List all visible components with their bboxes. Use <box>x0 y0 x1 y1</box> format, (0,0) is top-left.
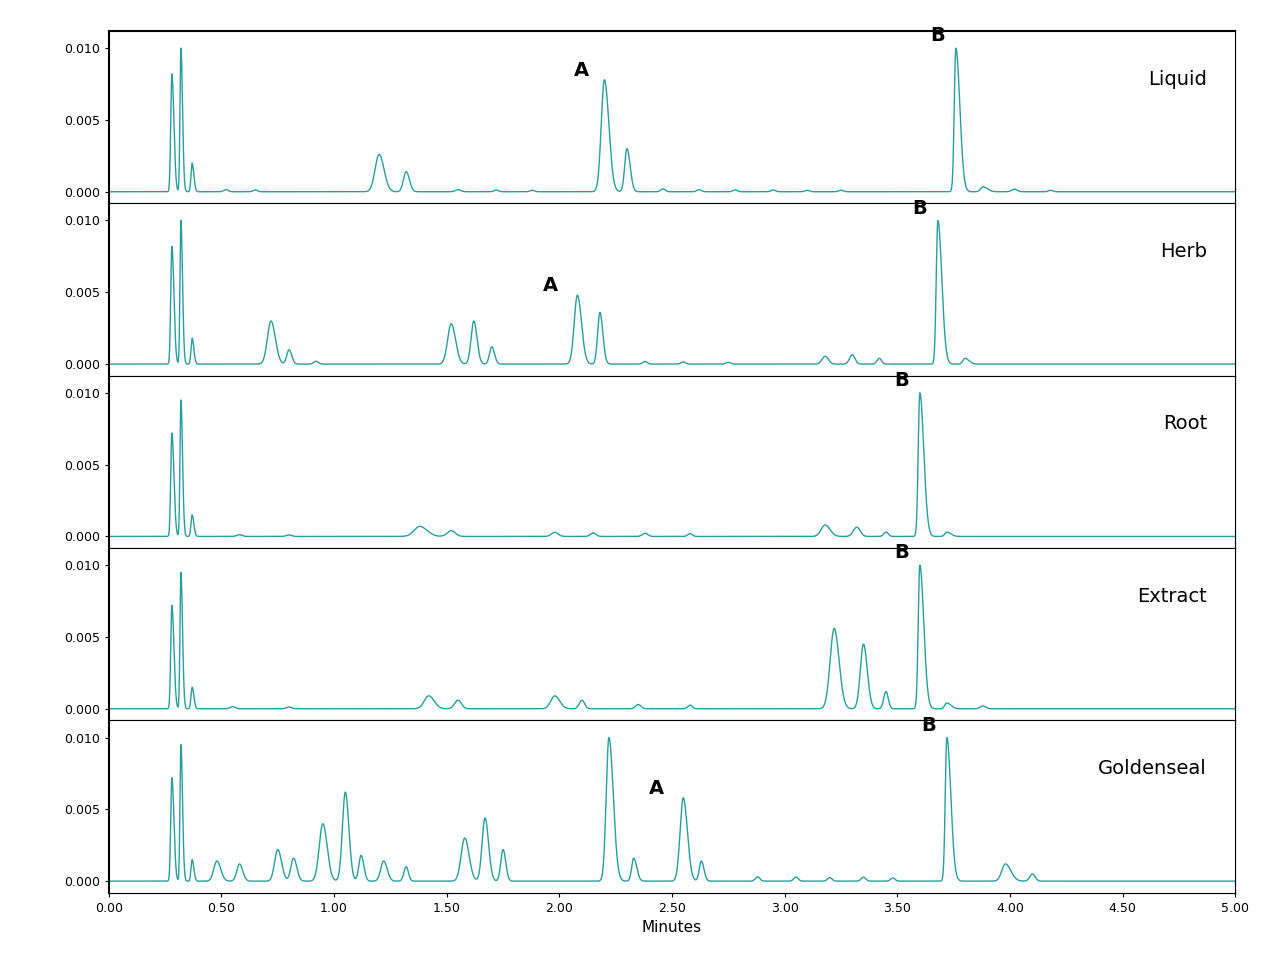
Text: B: B <box>922 716 936 734</box>
Text: B: B <box>931 26 945 45</box>
X-axis label: Minutes: Minutes <box>643 921 701 935</box>
Text: Extract: Extract <box>1138 587 1207 606</box>
Text: A: A <box>575 61 590 80</box>
Text: A: A <box>649 779 664 798</box>
Text: Root: Root <box>1162 414 1207 433</box>
Text: A: A <box>543 276 558 295</box>
Text: B: B <box>895 543 909 563</box>
Text: Liquid: Liquid <box>1148 69 1207 89</box>
Text: B: B <box>913 199 927 217</box>
Text: Herb: Herb <box>1160 242 1207 261</box>
Text: Goldenseal: Goldenseal <box>1098 759 1207 778</box>
Text: B: B <box>895 371 909 390</box>
